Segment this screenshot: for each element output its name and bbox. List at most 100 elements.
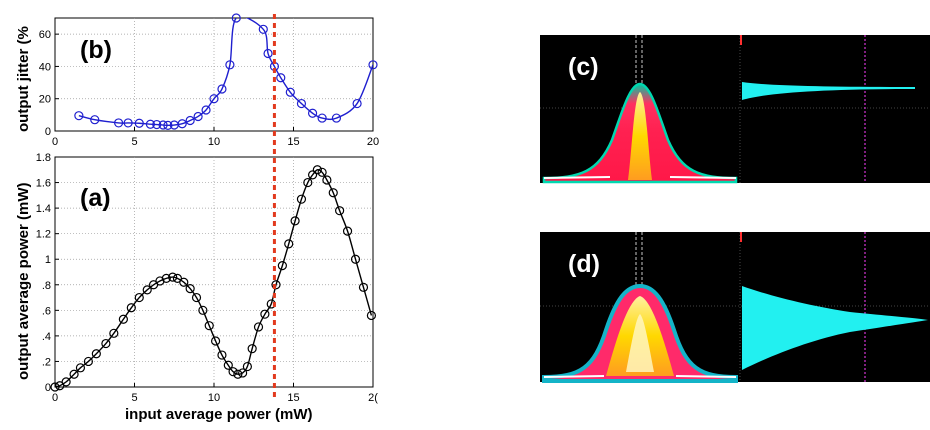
panel-a-point: [155, 276, 165, 286]
panel-a-point: [328, 188, 338, 198]
panel-b-label: (b): [80, 36, 112, 64]
panel-a-xtick-label: 0: [52, 392, 58, 404]
panel-a-point: [50, 382, 60, 392]
panel-b-point: [90, 115, 100, 125]
panel-a-ytick-label: .4: [42, 331, 51, 343]
panel-a-point: [335, 206, 345, 216]
panel-a-xtick-label: 10: [208, 392, 220, 404]
panel-b-xtick-label: 20: [367, 136, 379, 148]
panel-a-point: [198, 305, 208, 315]
panel-d-jitter-histogram: [742, 286, 928, 370]
panel-b-point: [193, 111, 203, 122]
panel-a-ticks: 0 5 10 15 2(0 .2 .4 .6 .8 1 1.2 1.4 1.6 1.8: [36, 152, 379, 404]
panel-b-point: [145, 119, 155, 129]
panel-a-ytick-label: .6: [42, 305, 51, 317]
panel-b-point: [113, 118, 124, 128]
panel-b: 0 5 10 15 20 0 20 40 60 (b) output jitter (%: [15, 13, 379, 148]
panel-a-point: [228, 367, 238, 377]
panel-c-baseline: [543, 176, 737, 179]
panel-a-point: [366, 310, 377, 321]
panel-b-point: [263, 48, 273, 59]
panel-c: (c): [540, 35, 930, 184]
panel-b-point: [134, 118, 144, 128]
panel-b-point: [209, 94, 219, 104]
panel-a-point: [217, 350, 227, 360]
panel-a-point: [322, 175, 332, 185]
panel-b-xtick-label: 15: [287, 136, 299, 148]
panel-a-point: [179, 277, 189, 287]
panel-b-point: [158, 120, 168, 130]
panel-b-point: [163, 120, 173, 130]
panel-a-ytick-label: .8: [42, 280, 51, 292]
panel-b-point: [185, 115, 195, 126]
panel-a-point: [342, 226, 353, 236]
panel-a-point: [247, 344, 257, 354]
panel-b-ytick-label: 0: [45, 126, 51, 138]
panel-a-point: [185, 284, 195, 294]
panel-a-point: [204, 321, 214, 331]
panel-a-point: [61, 377, 71, 387]
panel-a-point: [233, 369, 243, 379]
panel-a-point: [260, 309, 270, 319]
panel-a-point: [126, 303, 136, 313]
panel-a-ytick-label: 1.6: [36, 178, 51, 190]
panel-a-point: [277, 261, 287, 271]
panel-b-point: [368, 60, 378, 70]
panel-b-ticks: 0 5 10 15 20 0 20 40 60: [39, 29, 379, 148]
panel-b-point: [352, 98, 362, 109]
panel-b-point: [231, 13, 241, 23]
panel-b-point: [225, 60, 235, 70]
panel-b-ytick-label: 60: [39, 29, 51, 41]
panel-b-xtick-label: 5: [131, 136, 137, 148]
panel-a-point: [253, 322, 264, 332]
panel-b-point: [177, 119, 187, 129]
panel-a-point: [91, 349, 101, 359]
panel-a-point: [191, 292, 202, 303]
panel-a-point: [75, 363, 86, 373]
panel-a-point: [168, 272, 178, 282]
panel-a-point: [69, 369, 79, 379]
panel-a-ytick-label: .2: [42, 356, 51, 368]
panel-c-pulse-core: [628, 92, 652, 180]
panel-a-xtick-label: 2(: [368, 392, 378, 404]
panel-a-label: (a): [80, 184, 111, 212]
panel-b-point: [217, 84, 227, 94]
panel-a-point: [238, 368, 248, 378]
panel-b-point: [258, 24, 268, 34]
panel-a-xtick-label: 5: [131, 392, 137, 404]
panel-a-ytick-label: 0: [45, 382, 51, 394]
panel-a-ytick-label: 1.4: [36, 203, 51, 215]
panel-a-point: [284, 239, 294, 249]
panel-a-ytick-label: 1.2: [36, 229, 51, 241]
panel-b-point: [296, 98, 307, 109]
panel-a-ylabel: output average power (mW): [15, 182, 32, 380]
panel-d-label: (d): [568, 250, 600, 278]
panel-b-point: [307, 108, 318, 118]
panel-a: 0 5 10 15 2(0 .2 .4 .6 .8 1 1.2 1.4 1.6 1.8 (a) outpu…: [15, 152, 378, 423]
panel-b-point: [201, 105, 211, 115]
panel-b-point: [152, 119, 162, 130]
panel-b-ytick-label: 40: [39, 61, 51, 73]
panel-a-point: [109, 328, 119, 338]
panel-b-xtick-label: 0: [52, 136, 58, 148]
panel-a-point: [134, 292, 144, 303]
panel-a-point: [118, 314, 128, 324]
panel-a-point: [271, 280, 281, 290]
panel-a-point: [83, 356, 93, 367]
panel-b-ylabel: output jitter (%: [15, 26, 32, 132]
panel-a-point: [223, 360, 233, 370]
panel-a-point: [101, 338, 111, 349]
panel-a-xlabel: input average power (mW): [125, 406, 313, 423]
panel-a-point: [142, 285, 152, 295]
panel-b-point: [123, 118, 133, 128]
panel-d: (d): [540, 232, 930, 383]
panel-b-xtick-label: 10: [208, 136, 220, 148]
panel-a-ytick-label: 1: [45, 254, 51, 266]
panel-b-ytick-label: 20: [39, 94, 51, 106]
panel-a-series: [50, 165, 377, 392]
panel-a-point: [303, 177, 313, 188]
panel-a-point: [358, 282, 369, 292]
panel-a-point: [242, 361, 252, 372]
panel-a-ytick-label: 1.8: [36, 152, 51, 164]
